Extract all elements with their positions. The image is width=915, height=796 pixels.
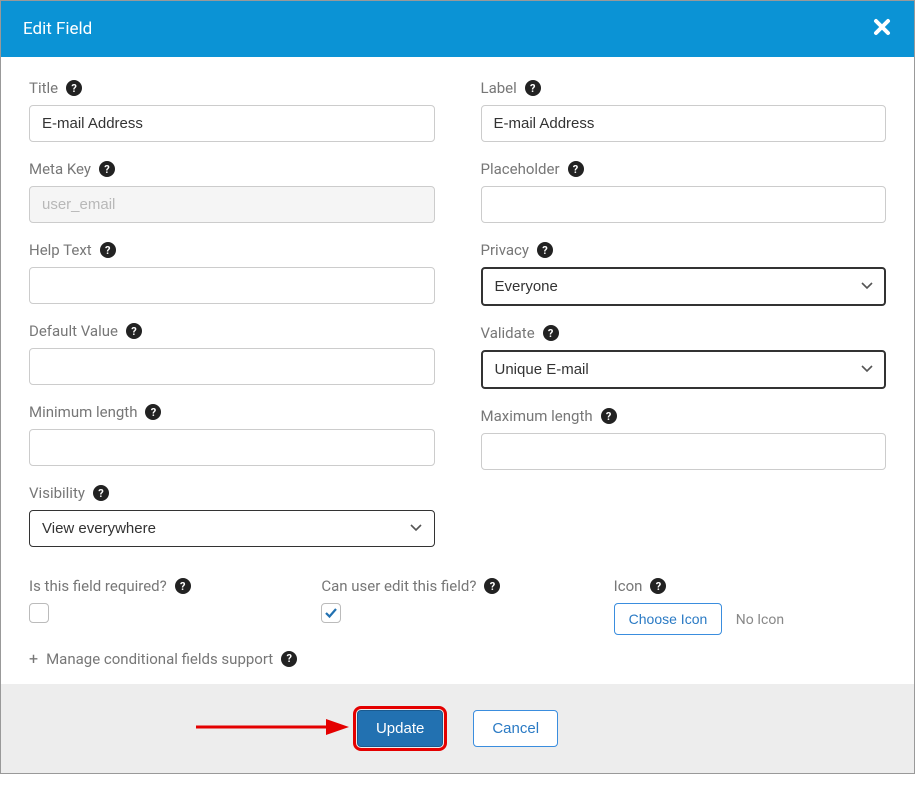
placeholder-group: Placeholder ? xyxy=(481,160,887,223)
help-icon[interactable]: ? xyxy=(175,578,191,594)
help-icon[interactable]: ? xyxy=(93,485,109,501)
min-length-input[interactable] xyxy=(29,429,435,466)
min-length-label: Minimum length xyxy=(29,403,137,421)
privacy-label: Privacy xyxy=(481,241,529,259)
conditional-label: Manage conditional fields support xyxy=(46,650,273,668)
meta-key-group: Meta Key ? xyxy=(29,160,435,223)
validate-label: Validate xyxy=(481,324,535,342)
validate-group: Validate ? xyxy=(481,324,887,389)
placeholder-input[interactable] xyxy=(481,186,887,223)
help-text-group: Help Text ? xyxy=(29,241,435,304)
help-icon[interactable]: ? xyxy=(601,408,617,424)
help-icon[interactable]: ? xyxy=(484,578,500,594)
left-column: Title ? Meta Key ? Help Text ? xyxy=(29,79,435,565)
max-length-group: Maximum length ? xyxy=(481,407,887,470)
icon-label: Icon xyxy=(614,577,643,595)
close-icon[interactable] xyxy=(872,15,892,43)
privacy-select[interactable] xyxy=(481,267,887,306)
plus-icon: + xyxy=(29,649,38,668)
help-icon[interactable]: ? xyxy=(145,404,161,420)
help-icon[interactable]: ? xyxy=(99,161,115,177)
meta-key-label: Meta Key xyxy=(29,160,91,178)
title-group: Title ? xyxy=(29,79,435,142)
help-icon[interactable]: ? xyxy=(543,325,559,341)
help-text-input[interactable] xyxy=(29,267,435,304)
help-icon[interactable]: ? xyxy=(100,242,116,258)
help-icon[interactable]: ? xyxy=(568,161,584,177)
default-value-input[interactable] xyxy=(29,348,435,385)
required-group: Is this field required? ? xyxy=(29,577,301,635)
required-checkbox[interactable] xyxy=(29,603,49,623)
conditional-row[interactable]: + Manage conditional fields support ? xyxy=(29,649,886,668)
max-length-label: Maximum length xyxy=(481,407,593,425)
help-icon[interactable]: ? xyxy=(537,242,553,258)
icon-group: Icon ? Choose Icon No Icon xyxy=(614,577,886,635)
options-row: Is this field required? ? Can user edit … xyxy=(29,577,886,635)
title-label: Title xyxy=(29,79,58,97)
privacy-group: Privacy ? xyxy=(481,241,887,306)
visibility-label: Visibility xyxy=(29,484,85,502)
right-column: Label ? Placeholder ? Privacy ? xyxy=(481,79,887,565)
min-length-group: Minimum length ? xyxy=(29,403,435,466)
arrow-annotation-icon xyxy=(191,712,351,746)
help-text-label: Help Text xyxy=(29,241,92,259)
visibility-select[interactable] xyxy=(29,510,435,547)
no-icon-text: No Icon xyxy=(736,612,784,628)
help-icon[interactable]: ? xyxy=(525,80,541,96)
modal-body: Title ? Meta Key ? Help Text ? xyxy=(1,57,914,684)
help-icon[interactable]: ? xyxy=(126,323,142,339)
update-button[interactable]: Update xyxy=(357,710,443,747)
label-field-label: Label xyxy=(481,79,517,97)
editable-group: Can user edit this field? ? xyxy=(321,577,593,635)
cancel-button[interactable]: Cancel xyxy=(473,710,558,747)
help-icon[interactable]: ? xyxy=(650,578,666,594)
edit-field-modal: Edit Field Title ? Meta Key ? xyxy=(0,0,915,774)
choose-icon-button[interactable]: Choose Icon xyxy=(614,603,723,635)
default-value-group: Default Value ? xyxy=(29,322,435,385)
editable-label: Can user edit this field? xyxy=(321,577,476,595)
modal-title: Edit Field xyxy=(23,19,92,39)
validate-select[interactable] xyxy=(481,350,887,389)
help-icon[interactable]: ? xyxy=(66,80,82,96)
max-length-input[interactable] xyxy=(481,433,887,470)
placeholder-field-label: Placeholder xyxy=(481,160,560,178)
meta-key-input xyxy=(29,186,435,223)
label-input[interactable] xyxy=(481,105,887,142)
required-label: Is this field required? xyxy=(29,577,167,595)
title-input[interactable] xyxy=(29,105,435,142)
modal-footer: Update Cancel xyxy=(1,684,914,773)
help-icon[interactable]: ? xyxy=(281,651,297,667)
default-value-label: Default Value xyxy=(29,322,118,340)
modal-header: Edit Field xyxy=(1,1,914,57)
editable-checkbox[interactable] xyxy=(321,603,341,623)
visibility-group: Visibility ? xyxy=(29,484,435,547)
label-group: Label ? xyxy=(481,79,887,142)
